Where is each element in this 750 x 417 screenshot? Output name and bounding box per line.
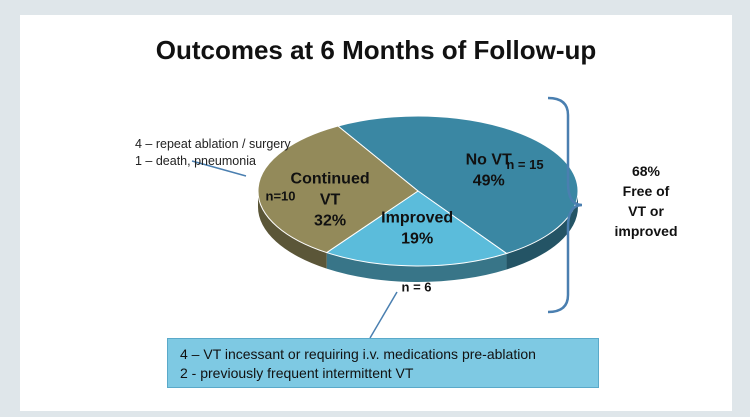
- summary-label: 68% Free of VT or improved: [605, 161, 687, 241]
- slice-n-label: n = 15: [506, 157, 543, 172]
- slice-n-label: n=10: [266, 188, 296, 203]
- continued-note-line: 4 – repeat ablation / surgery: [135, 137, 291, 151]
- slice-label: Continued: [291, 170, 370, 187]
- slice-percent-label: 49%: [473, 172, 505, 189]
- summary-line: VT or: [628, 203, 664, 219]
- chart-title: Outcomes at 6 Months of Follow-up: [155, 35, 597, 65]
- pie-side-1: [506, 191, 578, 270]
- improved-note-box: 4 – VT incessant or requiring i.v. medic…: [167, 338, 599, 388]
- pie-slice-1: [336, 115, 579, 255]
- summary-line: 68%: [631, 163, 661, 179]
- slice-percent-label: 19%: [401, 230, 433, 247]
- slide: Outcomes at 6 Months of Follow-up No VT 4…: [20, 15, 732, 411]
- slice-n-label: n = 6: [402, 279, 432, 294]
- continued-note-line: 1 – death, pneumonia: [135, 154, 256, 168]
- slice-label: Improved: [381, 209, 453, 226]
- summary-line: Free of: [622, 183, 670, 199]
- slice-percent-label: 32%: [314, 212, 346, 229]
- summary-brace: [547, 96, 583, 314]
- pie-slice-3: [257, 125, 419, 254]
- slice-label: VT: [320, 191, 341, 208]
- continued-pointer-line: [191, 160, 247, 177]
- improved-pointer-line: [369, 291, 398, 339]
- summary-line: improved: [614, 223, 678, 239]
- slice-label: No VT: [466, 151, 512, 168]
- pie-side-3: [258, 191, 327, 269]
- pie-chart: No VT 49%n = 15 Improved 19% n = 6 Continued V…: [191, 96, 583, 339]
- continued-note: 4 – repeat ablation / surgery 1 – death,…: [135, 136, 291, 170]
- pie-side-2: [326, 252, 507, 282]
- pie-slice-2: [325, 190, 508, 267]
- improved-note-line: 2 - previously frequent intermittent VT: [180, 365, 414, 381]
- improved-note-line: 4 – VT incessant or requiring i.v. medic…: [180, 346, 536, 362]
